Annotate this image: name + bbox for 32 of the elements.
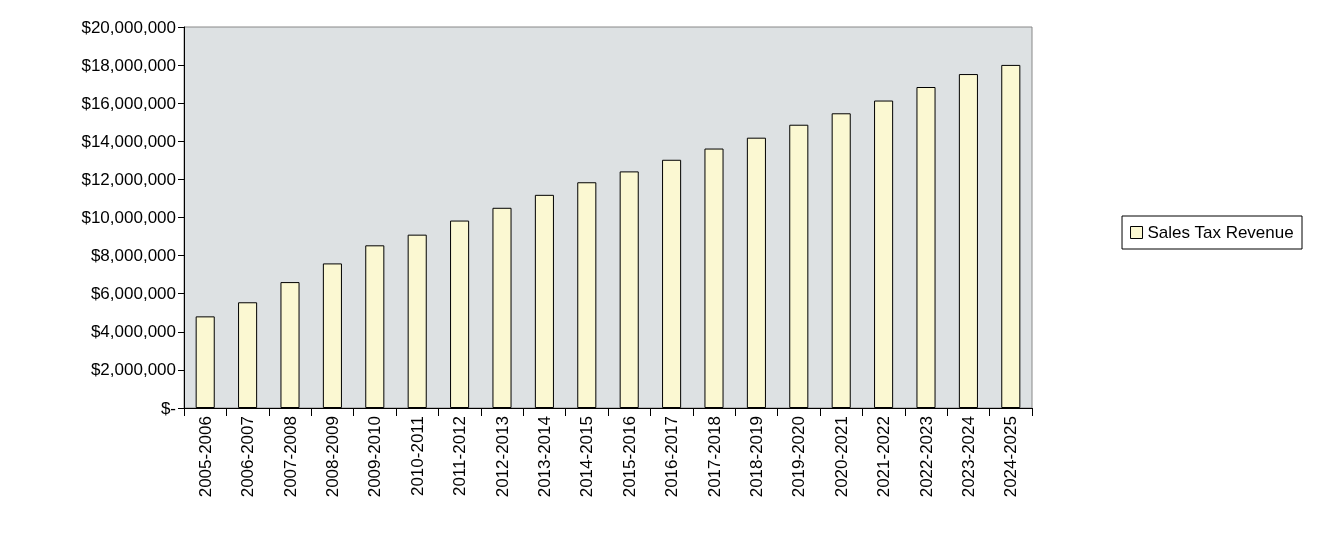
- x-tick-label: 2015-2016: [619, 416, 639, 498]
- y-tick-label: $10,000,000: [81, 208, 176, 227]
- x-tick-label: 2013-2014: [534, 416, 554, 498]
- legend-label: Sales Tax Revenue: [1147, 223, 1294, 242]
- y-tick-label: $14,000,000: [81, 131, 176, 151]
- x-tick-label: 2005-2006: [195, 416, 215, 498]
- y-tick-label: $-: [160, 398, 176, 418]
- y-tick-label: $12,000,000: [81, 169, 176, 189]
- y-tick-label: $18,000,000: [81, 55, 176, 75]
- x-tick-label: 2006-2007: [238, 416, 258, 498]
- y-tick-label: $20,000,000: [81, 17, 176, 37]
- x-tick-label: 2020-2021: [831, 416, 851, 498]
- x-tick-label: 2022-2023: [916, 416, 936, 498]
- x-tick-label: 2021-2022: [874, 416, 894, 498]
- x-tick-label: 2012-2013: [492, 416, 512, 498]
- x-tick-label: 2014-2015: [577, 416, 597, 498]
- x-tick-label: 2008-2009: [322, 416, 342, 498]
- y-tick-label: $6,000,000: [90, 284, 176, 304]
- x-tick-label: 2024-2025: [1001, 416, 1021, 498]
- x-tick-label: 2016-2017: [662, 416, 682, 498]
- x-tick-label: 2023-2024: [958, 416, 978, 498]
- x-tick-label: 2019-2020: [789, 416, 809, 498]
- x-tick-label: 2007-2008: [280, 416, 300, 498]
- x-tick-label: 2017-2018: [704, 416, 724, 498]
- x-tick-label: 2011-2012: [450, 416, 470, 497]
- x-tick-label: 2010-2011: [407, 416, 427, 497]
- y-tick-label: $16,000,000: [81, 93, 176, 113]
- y-tick-label: $2,000,000: [90, 360, 176, 380]
- y-tick-label: $4,000,000: [90, 322, 176, 342]
- x-tick-label: 2018-2019: [746, 416, 766, 498]
- x-tick-label: 2009-2010: [365, 416, 385, 498]
- y-tick-label: $8,000,000: [90, 246, 176, 266]
